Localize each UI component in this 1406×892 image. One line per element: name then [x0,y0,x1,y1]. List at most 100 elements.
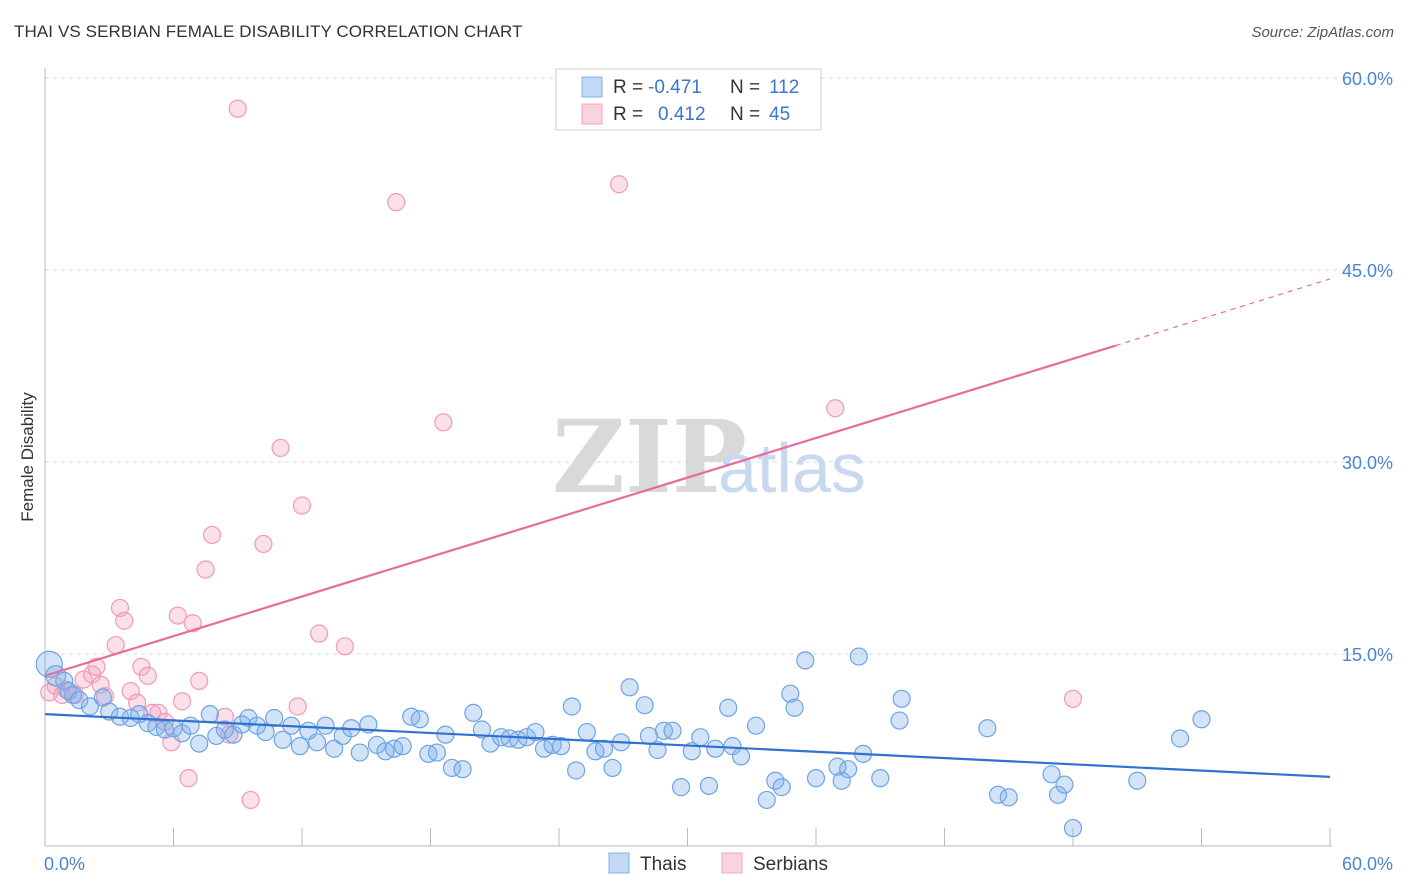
serbians-point [138,666,157,685]
bottom-legend-label-thais: Thais [640,854,686,875]
thais-point [256,722,275,742]
thais-trend-line [44,713,1331,778]
watermark-atlas: atlas [718,429,866,507]
serbians-point [87,657,106,676]
serbians-point [179,769,198,788]
serbians-point [183,614,202,633]
thais-point [190,734,209,753]
y-tick-label: 45.0% [1342,261,1393,281]
legend-swatch-thais [581,76,603,98]
serbians-point [271,438,290,458]
serbians-point [127,693,147,712]
legend-r-value-thais: -0.471 [648,77,702,98]
thais-point [35,650,63,678]
thais-point [70,690,89,710]
serbians-point [1063,689,1083,708]
thais-point [1055,775,1074,794]
chart-source: Source: ZipAtlas.com [1251,24,1394,41]
thais-point [648,740,667,760]
thais-point [1048,785,1068,804]
serbians-point [228,99,247,118]
serbians-point [826,399,845,418]
thais-series [35,647,1211,838]
serbians-point [121,682,140,701]
legend-n-value-serbians: 45 [769,104,790,125]
serbians-series [40,99,1083,810]
thais-point [464,703,483,722]
thais-point [731,747,751,766]
thais-point [890,711,909,730]
serbians-point [292,496,312,515]
grid-lines [45,77,1392,655]
serbians-point [254,534,273,554]
thais-point [999,788,1018,807]
legend: R = -0.471 N = 112 R = 0.412 N = 45 [555,68,822,131]
thais-point [55,671,74,690]
thais-point [290,737,309,756]
thais-point [871,769,890,788]
thais-point [796,651,815,670]
chart-title: THAI VS SERBIAN FEMALE DISABILITY CORREL… [14,22,523,41]
serbians-point [335,637,354,656]
thais-point [699,776,719,795]
serbians-point [434,413,453,432]
thais-point [427,743,447,762]
thais-point [325,739,344,758]
serbians-point [168,606,187,625]
serbians-trend-extension [1115,278,1331,347]
watermark: ZIP atlas [552,398,866,516]
y-tick-labels: 15.0% 30.0% 45.0% 60.0% [1342,69,1393,665]
legend-r-value-serbians: 0.412 [658,104,706,125]
thais-point [567,761,586,780]
thais-point [620,678,639,697]
thais-point [635,696,654,715]
thais-point [781,684,800,703]
thais-point [719,698,738,717]
x-tick-label-max: 60.0% [1342,854,1393,874]
thais-point [273,730,292,749]
thais-point [839,760,858,779]
thais-point [746,716,766,735]
serbians-point [215,707,234,726]
thais-point [691,728,710,747]
thais-point [577,722,596,742]
thais-point [265,708,284,728]
thais-point [393,737,412,756]
thais-point [663,721,682,740]
thais-point [603,758,622,778]
thais-point [1128,771,1147,790]
serbians-point [387,193,406,212]
serbians-point [190,671,209,690]
thais-point [350,743,369,762]
x-tick-label-min: 0.0% [44,854,85,874]
trend-lines [44,278,1331,778]
serbians-point [288,697,307,716]
serbians-point [609,175,629,194]
thais-point [594,739,614,758]
thais-point [806,769,826,788]
bottom-legend-swatch-serbians [721,852,743,874]
thais-point [1170,729,1190,748]
y-tick-label: 60.0% [1342,69,1393,89]
thais-point [307,733,327,752]
serbians-trend-line [44,344,1117,677]
thais-point [552,737,571,756]
thais-point [892,689,911,708]
thais-point [1042,765,1061,784]
legend-n-label-thais: N = [730,77,760,98]
y-axis-label: Female Disability [18,392,37,522]
thais-point [832,771,851,790]
serbians-point [172,692,192,711]
legend-r-label-serbians: R = [613,104,643,125]
legend-n-value-thais: 112 [769,77,799,98]
thais-point [706,739,725,758]
x-tick-marks [44,828,1331,846]
serbians-point [202,525,222,545]
thais-point [410,710,429,729]
thais-point [80,697,100,716]
legend-r-label-thais: R = [613,77,643,98]
thais-point [988,785,1008,804]
thais-point [671,778,691,797]
serbians-point [241,790,260,810]
serbians-point [196,560,215,579]
